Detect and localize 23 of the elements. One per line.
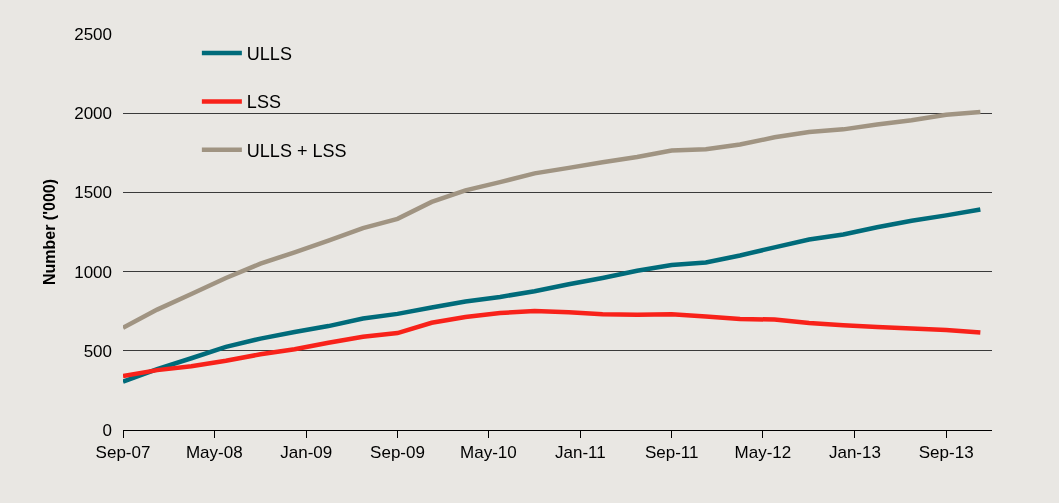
- x-tick-label: Jan-13: [828, 443, 881, 463]
- legend-label: ULLS: [246, 44, 292, 65]
- legend-label: ULLS + LSS: [246, 140, 347, 161]
- legend-label: LSS: [246, 92, 281, 113]
- y-tick-label: 1000: [74, 262, 112, 282]
- line-series: [123, 308, 983, 379]
- x-tick-label: May-10: [460, 443, 517, 463]
- y-tick-label: 500: [83, 341, 112, 361]
- line-series: [123, 109, 983, 331]
- x-tick-label: Sep-13: [918, 443, 974, 463]
- y-tick-label: 0: [102, 420, 112, 440]
- x-tick-label: May-08: [185, 443, 243, 463]
- y-tick-label: 1500: [74, 183, 112, 203]
- x-tick-label: Sep-11: [644, 443, 699, 463]
- y-tick-label: 2000: [74, 104, 112, 124]
- y-axis-title: Number ('000): [41, 178, 59, 286]
- x-tick-label: Sep-09: [370, 443, 425, 463]
- x-tick-label: May-12: [734, 443, 792, 463]
- x-tick-label: Jan-11: [555, 443, 606, 463]
- x-tick-label: Jan-09: [280, 443, 333, 463]
- line-series: [123, 207, 983, 384]
- x-tick-label: Sep-07: [95, 443, 151, 463]
- y-tick-label: 2500: [74, 24, 112, 44]
